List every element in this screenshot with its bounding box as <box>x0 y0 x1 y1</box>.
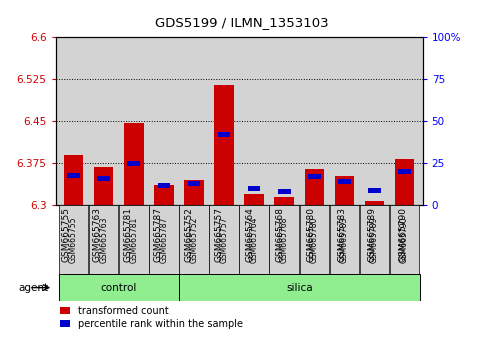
Bar <box>248 186 260 191</box>
Bar <box>398 169 411 174</box>
Text: GSM665763: GSM665763 <box>92 207 101 262</box>
FancyBboxPatch shape <box>149 205 179 274</box>
Bar <box>157 183 170 188</box>
Bar <box>124 123 143 205</box>
Text: GSM665790: GSM665790 <box>400 217 409 263</box>
Text: GSM665755: GSM665755 <box>62 207 71 262</box>
Text: agent: agent <box>18 282 48 293</box>
Bar <box>94 167 114 205</box>
Text: GSM665783: GSM665783 <box>337 207 346 262</box>
Bar <box>308 174 321 179</box>
FancyBboxPatch shape <box>240 205 269 274</box>
FancyBboxPatch shape <box>299 205 329 274</box>
Bar <box>187 181 200 186</box>
Bar <box>244 194 264 205</box>
FancyBboxPatch shape <box>179 274 420 301</box>
Text: GSM665752: GSM665752 <box>189 217 199 263</box>
Text: GSM665780: GSM665780 <box>307 207 315 262</box>
Bar <box>67 172 80 178</box>
Bar <box>335 176 354 205</box>
Bar <box>365 201 384 205</box>
Bar <box>184 180 204 205</box>
Text: GSM665752: GSM665752 <box>184 207 193 262</box>
Text: GSM665787: GSM665787 <box>154 207 163 262</box>
Bar <box>338 179 351 184</box>
Text: control: control <box>100 282 137 293</box>
Bar <box>214 85 234 205</box>
Text: GSM665781: GSM665781 <box>129 217 138 263</box>
FancyBboxPatch shape <box>89 205 118 274</box>
Text: GSM665787: GSM665787 <box>159 217 169 263</box>
Text: GSM665768: GSM665768 <box>280 217 289 263</box>
FancyBboxPatch shape <box>360 205 389 274</box>
Bar <box>154 184 174 205</box>
FancyBboxPatch shape <box>209 205 239 274</box>
Bar <box>274 197 294 205</box>
FancyBboxPatch shape <box>270 205 299 274</box>
Bar <box>395 159 414 205</box>
FancyBboxPatch shape <box>390 205 419 274</box>
FancyBboxPatch shape <box>59 205 88 274</box>
Text: GSM665763: GSM665763 <box>99 217 108 263</box>
Text: GSM665757: GSM665757 <box>215 207 224 262</box>
FancyBboxPatch shape <box>330 205 359 274</box>
Text: GSM665764: GSM665764 <box>250 217 258 263</box>
Text: GSM665764: GSM665764 <box>245 207 255 262</box>
Text: GDS5199 / ILMN_1353103: GDS5199 / ILMN_1353103 <box>155 16 328 29</box>
Bar <box>368 188 381 193</box>
Text: GSM665783: GSM665783 <box>340 217 349 263</box>
Bar <box>218 132 230 137</box>
FancyBboxPatch shape <box>58 274 179 301</box>
Text: GSM665781: GSM665781 <box>123 207 132 262</box>
Bar <box>278 189 291 194</box>
Text: GSM665789: GSM665789 <box>368 207 377 262</box>
FancyBboxPatch shape <box>119 205 148 274</box>
Bar <box>98 176 110 181</box>
Text: GSM665789: GSM665789 <box>370 217 379 263</box>
FancyBboxPatch shape <box>179 205 209 274</box>
Text: GSM665780: GSM665780 <box>310 217 319 263</box>
Text: GSM665755: GSM665755 <box>69 217 78 263</box>
Bar <box>64 155 84 205</box>
Text: GSM665757: GSM665757 <box>220 217 228 263</box>
Bar <box>128 161 140 166</box>
Text: GSM665768: GSM665768 <box>276 207 285 262</box>
Bar <box>304 169 324 205</box>
Legend: transformed count, percentile rank within the sample: transformed count, percentile rank withi… <box>60 306 243 329</box>
Text: GSM665790: GSM665790 <box>398 207 407 262</box>
Text: silica: silica <box>286 282 313 293</box>
